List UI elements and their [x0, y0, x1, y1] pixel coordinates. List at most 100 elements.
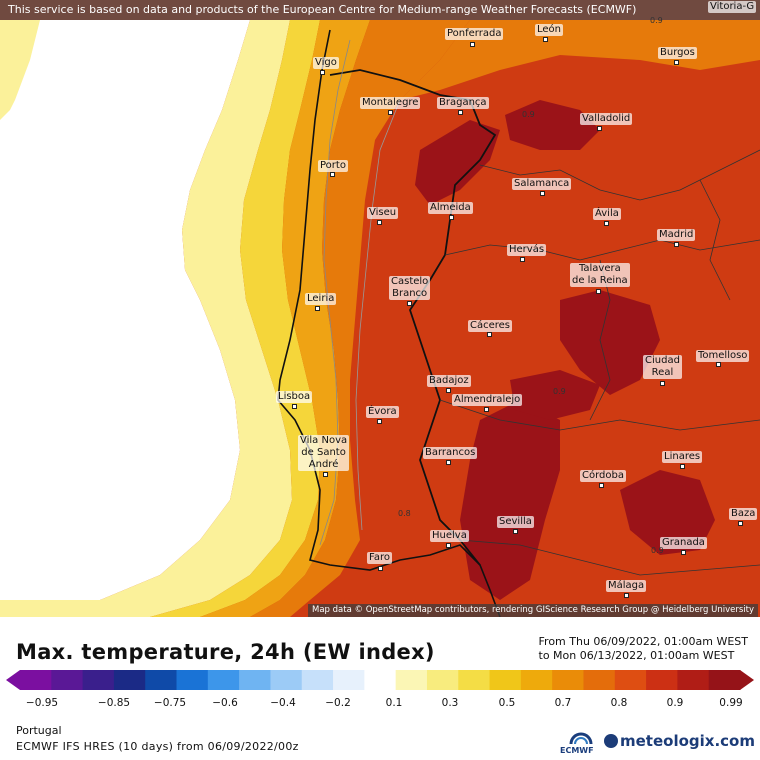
- scale-arrow-high: [740, 670, 754, 690]
- contour-label: 0.9: [651, 546, 664, 555]
- city-marker: [377, 419, 382, 424]
- scale-swatch: [82, 670, 115, 690]
- meteologix-logo[interactable]: meteologix.com: [604, 732, 755, 750]
- city-label: Linares: [662, 451, 703, 463]
- city-marker: [320, 70, 325, 75]
- city-label: Vitoria-G: [708, 1, 757, 13]
- chart-title: Max. temperature, 24h (EW index): [16, 640, 435, 664]
- city-marker: [315, 306, 320, 311]
- scale-swatch: [176, 670, 209, 690]
- city-marker: [596, 289, 601, 294]
- contour-label: 0.9: [522, 110, 535, 119]
- scale-arrow-low: [6, 670, 20, 690]
- city-marker: [458, 110, 463, 115]
- scale-tick-label: 0.8: [610, 697, 628, 709]
- city-label: Porto: [318, 160, 348, 172]
- city-marker: [674, 242, 679, 247]
- model-info: ECMWF IFS HRES (10 days) from 06/09/2022…: [16, 740, 299, 753]
- city-marker: [446, 543, 451, 548]
- city-marker: [680, 464, 685, 469]
- forecast-period: From Thu 06/09/2022, 01:00am WEST to Mon…: [539, 635, 748, 663]
- city-label: Córdoba: [580, 470, 626, 482]
- city-label: Ponferrada: [445, 28, 504, 40]
- scale-swatch: [239, 670, 271, 690]
- scale-tick-label: 0.7: [554, 697, 572, 709]
- period-to: to Mon 06/13/2022, 01:00am WEST: [538, 649, 735, 662]
- ecmwf-label: ECMWF: [560, 746, 594, 755]
- city-marker: [487, 332, 492, 337]
- city-label: Viseu: [367, 207, 399, 219]
- city-label: Almeida: [428, 202, 473, 214]
- city-marker: [388, 110, 393, 115]
- scale-swatch: [207, 670, 240, 690]
- scale-tick-label: −0.2: [325, 697, 351, 709]
- scale-swatch: [489, 670, 522, 690]
- map-canvas: [0, 0, 760, 617]
- scale-tick-label: 0.3: [441, 697, 459, 709]
- city-marker: [513, 529, 518, 534]
- city-label: Vigo: [313, 57, 339, 69]
- scale-swatch: [708, 670, 741, 690]
- scale-tick-label: 0.9: [666, 697, 684, 709]
- city-label: Madrid: [657, 229, 696, 241]
- scale-swatch: [145, 670, 178, 690]
- city-label: Barrancos: [423, 447, 478, 459]
- city-marker: [674, 60, 679, 65]
- city-label: Burgos: [658, 47, 697, 59]
- city-marker: [604, 221, 609, 226]
- city-label: Ávila: [593, 208, 621, 220]
- city-marker: [377, 220, 382, 225]
- scale-swatch: [583, 670, 616, 690]
- city-marker: [292, 404, 297, 409]
- city-label: Lisboa: [276, 391, 313, 403]
- meteologix-icon: [604, 733, 618, 748]
- city-label: Badajoz: [427, 375, 471, 387]
- scale-swatch: [614, 670, 647, 690]
- city-label: Málaga: [606, 580, 647, 592]
- city-label: Faro: [367, 552, 392, 564]
- forecast-map[interactable]: This service is based on data and produc…: [0, 0, 760, 617]
- color-scale: [6, 670, 754, 690]
- scale-swatch: [20, 670, 52, 690]
- city-label: Huelva: [430, 530, 469, 542]
- city-marker: [484, 407, 489, 412]
- scale-tick-label: −0.6: [212, 697, 238, 709]
- scale-swatch: [113, 670, 146, 690]
- scale-tick-label: −0.75: [153, 697, 187, 709]
- contour-label: 0.9: [650, 16, 663, 25]
- scale-tick-label: 0.1: [385, 697, 403, 709]
- scale-tick-label: 0.99: [719, 697, 743, 709]
- city-marker: [681, 550, 686, 555]
- city-label: León: [535, 24, 564, 36]
- city-label: Sevilla: [497, 516, 534, 528]
- city-label: Bragança: [437, 97, 489, 109]
- ecmwf-logo-icon: [569, 732, 593, 745]
- contour-label: 0.8: [398, 509, 411, 518]
- scale-swatch: [395, 670, 428, 690]
- city-label: Baza: [729, 508, 758, 520]
- city-marker: [599, 483, 604, 488]
- city-marker: [378, 566, 383, 571]
- city-marker: [446, 460, 451, 465]
- scale-swatch: [270, 670, 303, 690]
- city-label: Granada: [660, 537, 707, 549]
- color-scale-labels: −0.95 −0.85 −0.75 −0.6 −0.4 −0.2 0.1 0.3 0.5 0.7 0…: [0, 697, 760, 711]
- city-marker: [449, 215, 454, 220]
- scale-tick-label: −0.85: [97, 697, 131, 709]
- city-marker: [446, 388, 451, 393]
- city-label: Almendralejo: [452, 394, 523, 406]
- brand-text: meteologix.com: [620, 732, 755, 750]
- scale-swatch: [364, 670, 397, 690]
- city-marker: [597, 126, 602, 131]
- city-marker: [520, 257, 525, 262]
- city-label: Vila Nova de Santo André: [298, 435, 350, 471]
- scale-swatch: [646, 670, 678, 690]
- scale-swatch: [677, 670, 710, 690]
- region-label: Portugal: [16, 724, 62, 737]
- city-marker: [624, 593, 629, 598]
- city-label: Hervás: [507, 244, 547, 256]
- city-label: Talavera de la Reina: [570, 263, 630, 287]
- city-marker: [330, 172, 335, 177]
- city-marker: [323, 472, 328, 477]
- scale-swatch: [333, 670, 365, 690]
